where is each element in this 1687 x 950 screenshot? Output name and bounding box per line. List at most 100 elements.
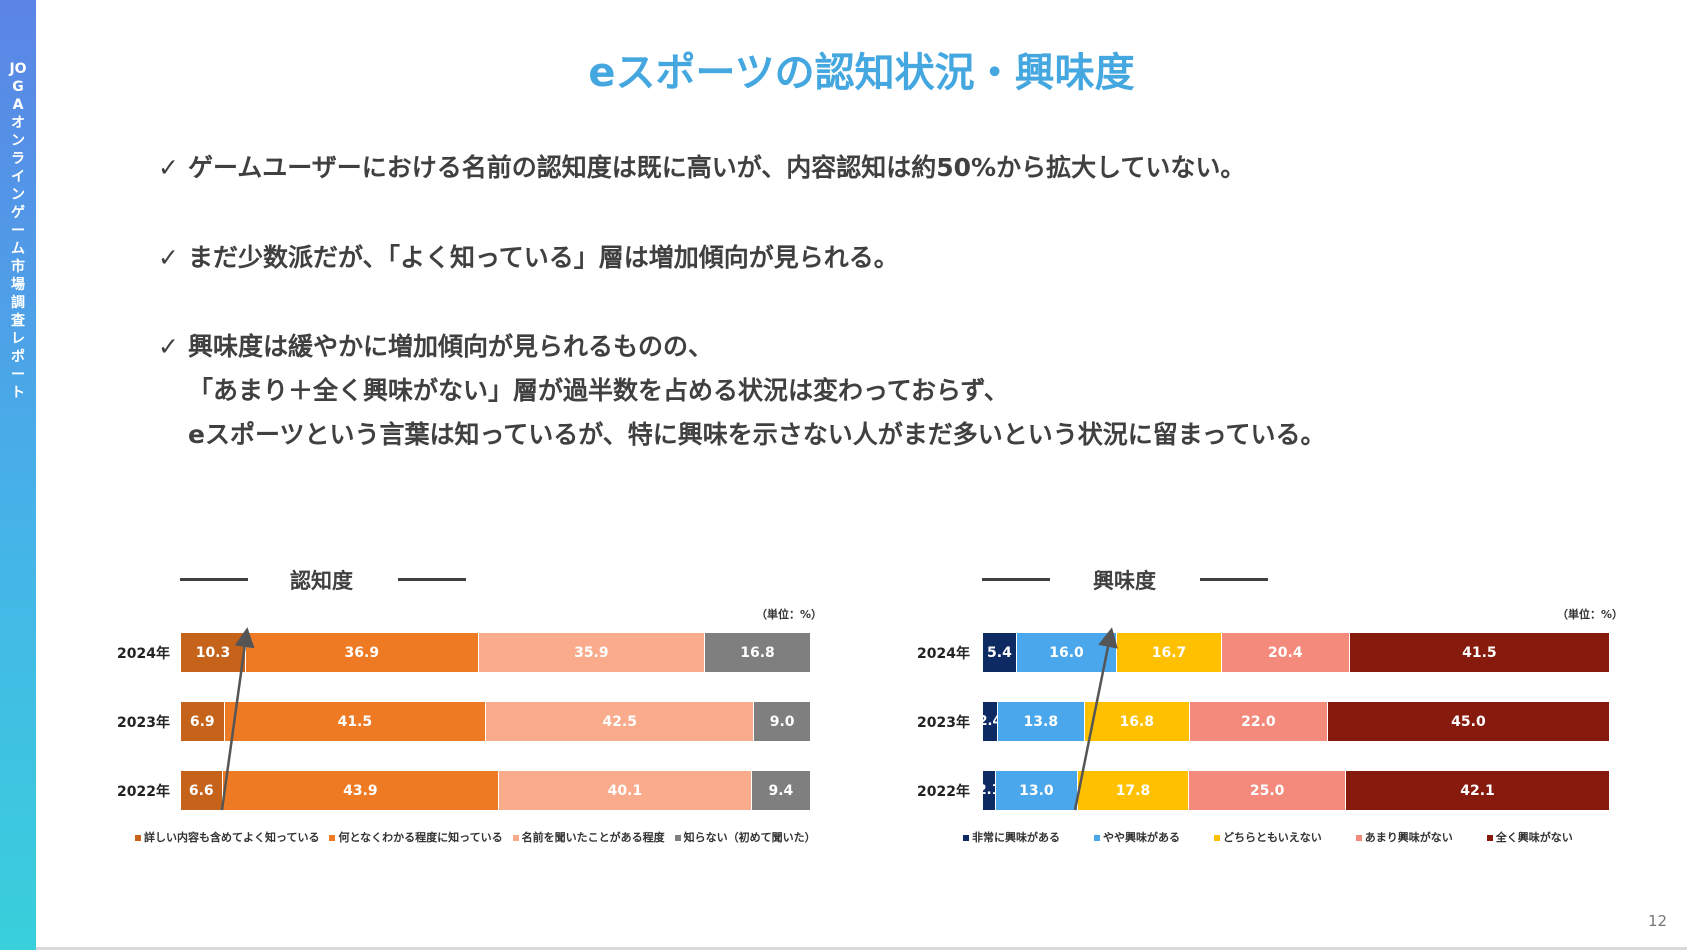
legend-label: あまり興味がない xyxy=(1364,831,1453,844)
chart2-bar-segment: 22.0 xyxy=(1189,702,1328,741)
chart1-data-label: 36.9 xyxy=(344,644,380,661)
legend-swatch xyxy=(1094,835,1100,841)
legend-label: 非常に興味がある xyxy=(972,831,1060,844)
chart1-data-label: 10.3 xyxy=(195,644,231,661)
chart2-bar-segment: 41.5 xyxy=(1349,633,1610,672)
chart1-year-label: 2023年 xyxy=(117,715,170,731)
check-icon: ✓ xyxy=(158,153,179,182)
chart2-title-rule-right xyxy=(1200,578,1268,581)
legend-swatch xyxy=(674,835,681,841)
legend-item: 詳しい内容も含めてよく知っている xyxy=(135,829,319,845)
chart2-bar-segment: 16.7 xyxy=(1117,633,1222,672)
chart1-data-label: 16.8 xyxy=(740,644,775,661)
legend-label: どちらともいえない xyxy=(1223,831,1322,844)
chart2-data-label: 42.1 xyxy=(1460,782,1495,799)
chart2-data-label: 16.8 xyxy=(1119,713,1154,730)
sidebar-report-title: JOGAオンラインゲーム市場調査レポート xyxy=(9,61,27,401)
check-icon: ✓ xyxy=(158,243,179,272)
chart1-bar-segment: 6.9 xyxy=(181,702,225,741)
chart2-bar-segment: 45.0 xyxy=(1327,702,1610,741)
chart1-bar-segment: 9.4 xyxy=(751,771,811,810)
chart2-title-rule-left xyxy=(982,578,1050,581)
chart2-data-label: 17.8 xyxy=(1115,782,1151,799)
legend-label: 何となくわかる程度に知っている xyxy=(338,831,503,844)
chart1-data-label: 9.4 xyxy=(768,782,794,799)
bullet-2: ✓ まだ少数派だが、「よく知っている」層は増加傾向が見られる。 xyxy=(158,236,899,280)
legend-item: 知らない（初めて聞いた） xyxy=(674,829,816,845)
chart2-bar-segment: 42.1 xyxy=(1346,771,1610,810)
chart1-title: 認知度 xyxy=(290,569,353,593)
chart1-data-label: 41.5 xyxy=(337,713,373,730)
check-icon: ✓ xyxy=(158,332,179,361)
chart1-title-rule-right xyxy=(398,578,466,581)
chart2-data-label: 22.0 xyxy=(1241,713,1276,730)
legend-item: あまり興味がない xyxy=(1355,829,1453,845)
chart2-data-label: 5.4 xyxy=(987,644,1012,661)
chart2-data-label: 45.0 xyxy=(1451,713,1486,730)
chart1-bar-segment: 36.9 xyxy=(245,633,479,672)
legend-item: やや興味がある xyxy=(1094,829,1180,845)
chart1-data-label: 9.0 xyxy=(769,713,795,730)
chart2-bar-segment: 25.0 xyxy=(1189,771,1347,810)
chart2-data-label: 2.1 xyxy=(977,783,1001,798)
legend-swatch xyxy=(1486,835,1493,841)
chart1-bar-segment: 42.5 xyxy=(486,702,755,741)
chart2-data-label: 16.7 xyxy=(1151,644,1187,661)
chart2-data-label: 25.0 xyxy=(1249,782,1285,799)
chart2-title: 興味度 xyxy=(1093,569,1156,593)
chart1-bar-segment: 9.0 xyxy=(754,702,811,741)
legend-item: どちらともいえない xyxy=(1214,829,1322,845)
page-title: eスポーツの認知状況・興味度 xyxy=(588,50,1135,96)
legend-label: 名前を聞いたことがある程度 xyxy=(521,831,665,844)
legend-label: 知らない（初めて聞いた） xyxy=(683,831,816,844)
legend-label: 全く興味がない xyxy=(1495,831,1573,844)
chart1-bar-segment: 40.1 xyxy=(499,771,752,810)
chart2-unit-label: （単位：%） xyxy=(1557,608,1624,621)
chart1-year-label: 2024年 xyxy=(117,646,170,662)
legend-swatch xyxy=(512,835,519,841)
chart2-data-label: 16.0 xyxy=(1049,644,1084,661)
chart2-data-label: 13.8 xyxy=(1023,713,1059,730)
chart1-bar-segment: 35.9 xyxy=(478,633,706,672)
legend-label: やや興味がある xyxy=(1103,831,1180,844)
chart2-bar-segment: 2.1 xyxy=(978,771,1001,810)
chart1-data-label: 40.1 xyxy=(607,782,643,799)
legend-label: 詳しい内容も含めてよく知っている xyxy=(144,831,320,844)
chart2-bar-segment: 13.8 xyxy=(998,702,1085,741)
bullet-3-line-2: 「あまり＋全く興味がない」層が過半数を占める状況は変わっておらず、 xyxy=(188,376,1009,405)
chart2-bar-segment: 13.0 xyxy=(996,771,1078,810)
chart2-bar-segment: 17.8 xyxy=(1077,771,1190,810)
chart1-year-label: 2022年 xyxy=(117,784,170,800)
page-number: 12 xyxy=(1648,912,1668,930)
bullet-3-line-3: eスポーツという言葉は知っているが、特に興味を示さない人がまだ多いという状況に留… xyxy=(188,420,1326,449)
legend-item: 全く興味がない xyxy=(1486,829,1573,845)
legend-swatch xyxy=(135,835,141,841)
chart1-bar-segment: 41.5 xyxy=(224,702,487,741)
chart1-data-label: 43.9 xyxy=(343,782,378,799)
bullet-1-line-1: ゲームユーザーにおける名前の認知度は既に高いが、内容認知は約50%から拡大してい… xyxy=(188,153,1246,182)
chart1-data-label: 6.6 xyxy=(188,782,214,799)
chart2-year-label: 2024年 xyxy=(917,646,970,662)
chart1-bar-segment: 43.9 xyxy=(222,771,500,810)
chart2-data-label: 41.5 xyxy=(1462,644,1497,661)
chart1-data-label: 42.5 xyxy=(602,713,637,730)
bullet-2-line-1: まだ少数派だが、「よく知っている」層は増加傾向が見られる。 xyxy=(188,243,899,272)
legend-swatch xyxy=(963,835,969,841)
chart1-data-label: 6.9 xyxy=(189,713,215,730)
chart1-title-rule-left xyxy=(180,578,248,581)
legend-item: 名前を聞いたことがある程度 xyxy=(512,829,665,845)
chart1-legend: 詳しい内容も含めてよく知っている 何となくわかる程度に知っている 名前を聞いたことが… xyxy=(135,829,826,845)
chart2-bar-segment: 16.8 xyxy=(1084,702,1190,741)
legend-item: 何となくわかる程度に知っている xyxy=(329,829,503,845)
chart1-trend-arrow xyxy=(220,627,255,811)
legend-item: 非常に興味がある xyxy=(963,829,1060,845)
chart2-bar-segment: 2.4 xyxy=(979,702,1002,741)
chart2-legend: 非常に興味がある やや興味がある どちらともいえない あまり興味がない 全く興味がない xyxy=(963,829,1607,845)
bullet-1: ✓ ゲームユーザーにおける名前の認知度は既に高いが、内容認知は約50%から拡大して… xyxy=(158,146,1245,190)
chart1-data-label: 35.9 xyxy=(574,644,609,661)
bullet-3: ✓ 興味度は緩やかに増加傾向が見られるものの、 「あまり＋全く興味がない」層が過半… xyxy=(158,325,1325,457)
chart1-unit-label: （単位：%） xyxy=(756,608,823,621)
chart2-year-label: 2022年 xyxy=(917,784,970,800)
chart2-data-label: 20.4 xyxy=(1268,644,1303,661)
